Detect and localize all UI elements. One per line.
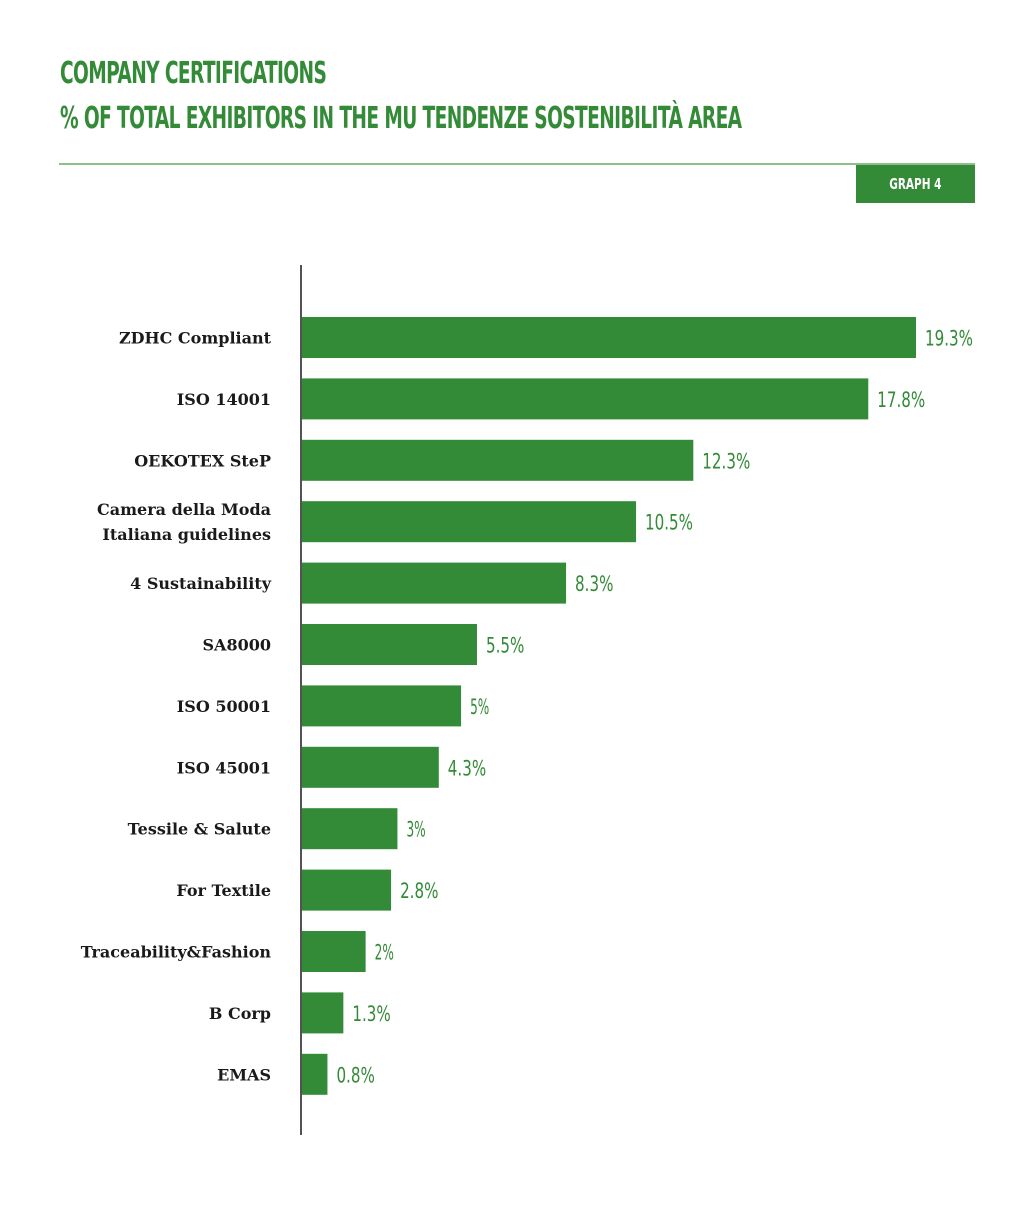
category-label: 4 Sustainability bbox=[130, 574, 272, 593]
bar bbox=[302, 746, 439, 788]
bar-value-label: 8.3% bbox=[575, 572, 613, 596]
category-label-line: 4 Sustainability bbox=[130, 574, 272, 593]
bar-value-label: 2% bbox=[375, 941, 394, 965]
category-label-line: SA8000 bbox=[203, 636, 272, 655]
category-label: Tessile & Salute bbox=[128, 820, 271, 839]
category-label: Camera della Moda Italiana guidelines bbox=[97, 500, 271, 544]
category-label-line: Tessile & Salute bbox=[128, 820, 271, 839]
category-label-line: ISO 50001 bbox=[177, 697, 271, 716]
category-label-line: OEKOTEX SteP bbox=[134, 451, 271, 470]
bar bbox=[302, 685, 462, 727]
category-label: SA8000 bbox=[203, 636, 272, 655]
bar-value-label: 10.5% bbox=[645, 511, 693, 535]
graph-badge: GRAPH 4 bbox=[856, 165, 975, 203]
bar bbox=[302, 624, 477, 665]
graph-badge-label: GRAPH 4 bbox=[889, 175, 942, 193]
category-label: B Corp bbox=[209, 1004, 271, 1023]
chart-subtitle: % OF TOTAL EXHIBITORS IN THE MU TENDENZE… bbox=[60, 101, 742, 136]
bar-value-label: 2.8% bbox=[400, 879, 438, 903]
bar-value-label: 0.8% bbox=[336, 1063, 374, 1087]
bar-value-label: 19.3% bbox=[925, 327, 973, 351]
category-label-line: ISO 45001 bbox=[177, 758, 271, 777]
bar bbox=[302, 439, 694, 481]
category-label-line: Camera della Moda bbox=[97, 500, 271, 519]
category-label: OEKOTEX SteP bbox=[134, 451, 271, 470]
bar bbox=[302, 808, 398, 850]
bar bbox=[302, 562, 567, 604]
bar bbox=[302, 1053, 328, 1095]
category-label: ISO 14001 bbox=[177, 390, 271, 409]
bar bbox=[302, 317, 916, 358]
bar-value-label: 1.3% bbox=[352, 1002, 390, 1026]
bar-value-label: 3% bbox=[406, 818, 425, 842]
bar bbox=[302, 501, 637, 543]
category-label: EMAS bbox=[217, 1065, 271, 1084]
category-label: Traceability&Fashion bbox=[81, 943, 272, 962]
category-label-line: B Corp bbox=[209, 1004, 271, 1023]
bar-value-label: 5.5% bbox=[486, 634, 524, 658]
bar-value-label: 12.3% bbox=[702, 449, 750, 473]
bar bbox=[302, 378, 869, 420]
header-divider bbox=[59, 163, 975, 165]
bar-value-label: 17.8% bbox=[877, 388, 925, 412]
category-label-line: Traceability&Fashion bbox=[81, 943, 272, 962]
chart-title: COMPANY CERTIFICATIONS bbox=[60, 56, 327, 91]
category-label: For Textile bbox=[176, 881, 271, 900]
bar bbox=[302, 869, 392, 911]
category-label: ISO 50001 bbox=[177, 697, 271, 716]
category-label-line: ISO 14001 bbox=[177, 390, 271, 409]
category-label-line: Italiana guidelines bbox=[102, 525, 271, 544]
bar bbox=[302, 992, 344, 1034]
bar-value-label: 5% bbox=[470, 695, 489, 719]
category-label-line: EMAS bbox=[217, 1065, 271, 1084]
category-label: ISO 45001 bbox=[177, 758, 271, 777]
bar-value-label: 4.3% bbox=[448, 756, 486, 780]
category-label: ZDHC Compliant bbox=[119, 329, 272, 348]
bar bbox=[302, 931, 366, 972]
category-label-line: For Textile bbox=[176, 881, 271, 900]
category-label-line: ZDHC Compliant bbox=[119, 329, 272, 348]
